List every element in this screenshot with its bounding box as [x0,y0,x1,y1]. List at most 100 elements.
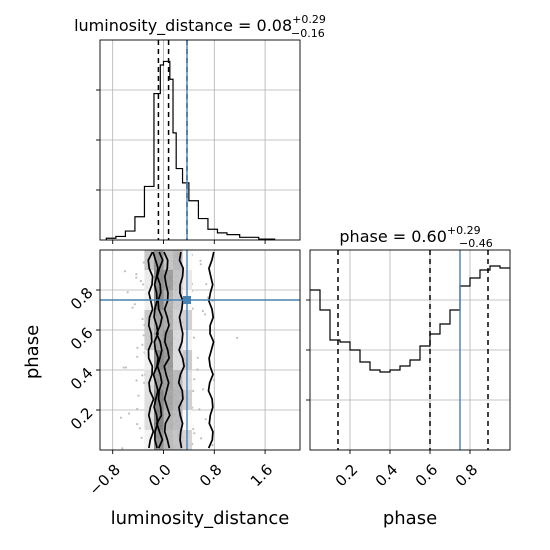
scatter-point [131,306,134,309]
marginal-grid [100,40,300,240]
scatter-point [136,407,139,410]
phase-title-lower-error: −0.46 [459,237,493,250]
scatter-point [192,427,195,431]
scatter-point [133,303,136,306]
scatter-point [201,309,204,313]
scatter-point [142,261,145,264]
scatter-point [140,436,143,439]
y-axis-label-phase: phase [22,325,43,379]
scatter-point [126,291,129,294]
density-cell-0-3 [153,370,164,390]
y-tick-label-0: 0.2 [67,404,97,434]
density-cell-1-2 [163,390,174,410]
contour-inner-left [155,251,164,449]
density-cell-1-1 [163,410,174,430]
scatter-point [121,447,124,450]
scatter-point [135,379,138,382]
scatter-point [135,273,138,276]
density-cell-3-5 [144,330,154,350]
marginal-ticks [96,89,266,244]
scatter-point [141,343,144,346]
phase-ticks: 0.2 0.4 0.6 0.8 [306,299,482,491]
contour-middle-right [177,251,185,449]
density-cell-2-4 [173,350,183,370]
contour-outer-right [207,251,215,449]
x-tick-label-2: 0.8 [196,461,226,491]
phase-title: phase = 0.60+0.29 [339,224,480,246]
scatter-point [196,368,199,371]
density-cell-2-9 [173,250,183,270]
density-cell-2-8 [173,270,183,290]
scatter-point [196,356,199,359]
luminosity-distance-title-main: luminosity_distance = 0.08 [74,16,292,36]
x-axis-label-phase: phase [383,508,437,529]
joint-grid [100,250,300,450]
x-tick-label-0: −0.8 [86,461,124,499]
joint-posterior-panel: −0.8 0.0 0.8 1.6 0.2 0.4 0.6 0.8 luminosity_dis… [22,249,301,529]
contour-outer-left [147,251,155,449]
scatter-point [199,263,202,266]
scatter-point [193,432,196,435]
density-cell-1-8 [163,270,174,290]
luminosity-distance-title-lower-error: −0.16 [291,27,325,40]
luminosity-distance-marginal-panel: luminosity_distance = 0.08+0.29 −0.16 [74,13,326,244]
scatter-point [204,418,207,421]
phase-title-main: phase = 0.60 [339,227,446,246]
density-cell-0-0 [153,430,164,450]
scatter-point [193,378,196,381]
density-cell-3-8 [144,270,154,290]
density-cell-3-2 [144,390,154,410]
x-tick-label-3: 0.8 [452,461,482,491]
joint-contours [147,251,215,449]
scatter-point [141,317,144,321]
y-tick-label-2: 0.6 [67,324,97,354]
phase-quantile-lines [337,250,489,450]
density-cell-2-5 [173,330,183,350]
scatter-point [142,283,145,286]
scatter-point [136,346,139,349]
joint-axes-frame [99,249,301,451]
phase-histogram [310,265,510,373]
scatter-point [200,437,203,440]
y-tick-label-1: 0.4 [67,364,97,394]
scatter-point [139,279,142,283]
luminosity-distance-title: luminosity_distance = 0.08+0.29 [74,13,326,36]
scatter-point [204,313,207,316]
density-cell-2-6 [173,310,183,330]
scatter-point [212,378,216,382]
contour-inner-right [163,251,171,449]
scatter-point [205,283,208,286]
scatter-point [199,259,202,262]
phase-grid [310,250,510,450]
x-tick-label-3: 1.6 [247,461,277,491]
density-cell-2-3 [173,370,183,390]
phase-title-upper-error: +0.29 [447,224,481,237]
scatter-point [124,366,128,369]
density-cell-1-5 [163,330,174,350]
scatter-point [122,366,125,369]
scatter-point [192,336,196,339]
y-tick-label-3: 0.8 [67,284,97,314]
phase-marginal-panel: 0.2 0.4 0.6 0.8 phase = 0.60+0.29 −0.46 pha… [306,224,511,529]
scatter-point [137,394,140,397]
scatter-point [136,423,139,426]
scatter-point [201,388,205,391]
scatter-point [211,444,214,447]
scatter-point [192,389,195,393]
scatter-point [236,336,239,339]
luminosity-distance-histogram [105,60,276,240]
density-cell-0-6 [153,310,164,330]
scatter-point [128,412,131,415]
scatter-point [135,276,138,279]
x-tick-label-0: 0.2 [332,461,362,491]
density-cell-0-9 [153,250,164,270]
scatter-point [119,416,123,419]
scatter-point [142,334,145,337]
luminosity-distance-title-upper-error: +0.29 [292,13,326,26]
scatter-point [198,408,201,411]
scatter-point [141,374,144,377]
scatter-point [123,270,127,273]
density-cell-3-0 [144,430,154,450]
scatter-point [136,355,139,358]
